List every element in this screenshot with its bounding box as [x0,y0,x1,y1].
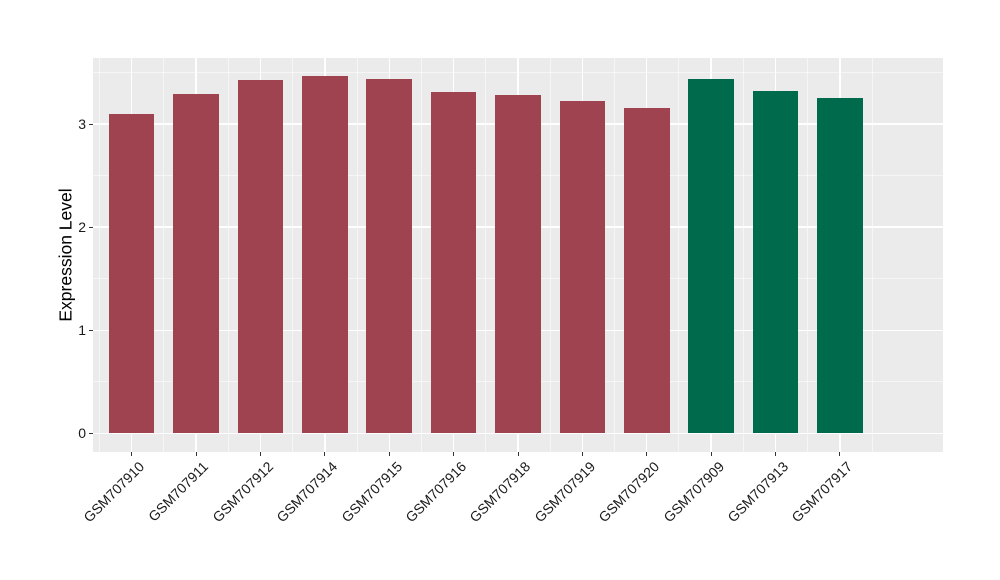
x-tick-mark [646,452,648,456]
bar [430,92,477,434]
x-tick-label: GSM707910 [80,458,148,526]
x-tick-label: GSM707913 [724,458,792,526]
x-tick-label: GSM707912 [209,458,277,526]
x-tick-mark [131,452,133,456]
bar [623,107,670,434]
gridline-minor-v [227,58,229,452]
x-tick-mark [710,452,712,456]
y-tick-mark [89,123,93,125]
gridline-minor-v [742,58,744,452]
gridline-minor-v [98,58,100,452]
gridline-minor-v [614,58,616,452]
gridline-minor-v [292,58,294,452]
x-tick-mark [324,452,326,456]
bar [366,78,413,434]
x-tick-label: GSM707920 [595,458,663,526]
bar [301,75,348,434]
y-axis-title: Expression Level [55,188,76,322]
gridline-minor-v [807,58,809,452]
x-tick-mark [259,452,261,456]
gridline-minor-v [420,58,422,452]
plot-panel [93,58,943,452]
gridline-minor-v [356,58,358,452]
x-tick-label: GSM707917 [788,458,856,526]
gridline-minor-v [549,58,551,452]
y-tick-label: 3 [78,116,86,132]
x-tick-mark [517,452,519,456]
x-tick-label: GSM707919 [531,458,599,526]
y-tick-label: 2 [78,219,86,236]
bar [173,94,219,434]
x-tick-mark [388,452,390,456]
bar [237,79,284,434]
bar [495,95,541,434]
x-tick-label: GSM707914 [273,458,341,526]
y-tick-label: 1 [78,322,86,339]
bar [559,101,606,434]
gridline-minor-v [678,58,680,452]
x-tick-mark [453,452,455,456]
x-tick-label: GSM707916 [402,458,470,526]
x-tick-label: GSM707911 [145,458,212,525]
y-tick-mark [89,226,93,228]
x-tick-mark [839,452,841,456]
gridline-minor-v [163,58,165,452]
bar [752,91,799,434]
bar [688,78,735,434]
y-tick-mark [89,432,93,434]
x-tick-mark [775,452,777,456]
x-tick-mark [195,452,197,456]
bar [817,98,863,434]
gridline-minor-v [485,58,487,452]
x-tick-label: GSM707918 [466,458,534,526]
y-tick-mark [89,329,93,331]
x-tick-mark [581,452,583,456]
x-tick-label: GSM707909 [659,458,727,526]
y-tick-label: 0 [78,425,86,442]
x-tick-label: GSM707915 [337,458,405,526]
bar [108,113,155,434]
gridline-minor-v [871,58,873,452]
